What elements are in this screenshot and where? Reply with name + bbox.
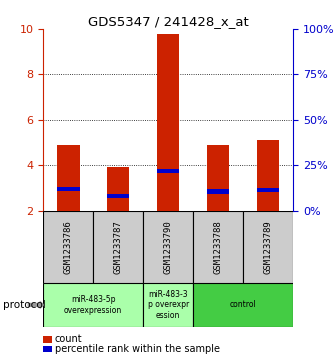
Text: GSM1233787: GSM1233787	[114, 220, 123, 274]
Text: protocol: protocol	[3, 300, 46, 310]
Bar	[107, 167, 130, 211]
Text: GSM1233790: GSM1233790	[164, 220, 173, 274]
Bar	[257, 140, 279, 211]
Bar	[207, 145, 229, 211]
Bar	[143, 211, 193, 283]
Text: count: count	[55, 334, 83, 344]
Text: percentile rank within the sample: percentile rank within the sample	[55, 344, 220, 354]
Bar	[157, 169, 179, 173]
Text: GSM1233789: GSM1233789	[263, 220, 273, 274]
Text: miR-483-3
p overexpr
ession: miR-483-3 p overexpr ession	[148, 290, 189, 320]
Bar	[143, 283, 193, 327]
Title: GDS5347 / 241428_x_at: GDS5347 / 241428_x_at	[88, 15, 248, 28]
Bar	[157, 33, 179, 211]
Bar	[107, 194, 130, 198]
Bar	[57, 145, 80, 211]
Bar	[43, 211, 93, 283]
Bar	[57, 187, 80, 191]
Text: control: control	[230, 301, 256, 309]
Bar	[93, 211, 143, 283]
Bar	[243, 211, 293, 283]
Bar	[207, 189, 229, 193]
Bar	[193, 283, 293, 327]
Text: miR-483-5p
overexpression: miR-483-5p overexpression	[64, 295, 122, 315]
Text: GSM1233788: GSM1233788	[213, 220, 223, 274]
Bar	[257, 188, 279, 192]
Bar	[193, 211, 243, 283]
Text: GSM1233786: GSM1233786	[64, 220, 73, 274]
Bar	[43, 283, 143, 327]
